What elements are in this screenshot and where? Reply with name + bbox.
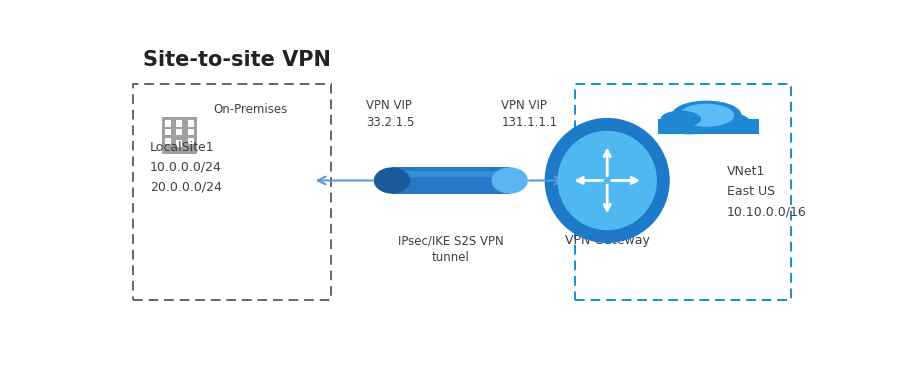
Bar — [162, 117, 197, 154]
Bar — [165, 120, 171, 127]
Text: Site-to-site VPN: Site-to-site VPN — [142, 50, 330, 70]
Ellipse shape — [557, 131, 656, 230]
Bar — [176, 120, 182, 127]
Ellipse shape — [373, 167, 410, 194]
Bar — [391, 167, 509, 194]
Bar — [391, 171, 509, 177]
Bar — [165, 137, 171, 144]
Text: LocalSite1
10.0.0.0/24
20.0.0.0/24: LocalSite1 10.0.0.0/24 20.0.0.0/24 — [150, 141, 221, 194]
Ellipse shape — [544, 118, 669, 243]
Text: VPN Gateway: VPN Gateway — [564, 234, 649, 247]
Ellipse shape — [491, 167, 528, 194]
Text: VPN VIP
131.1.1.1: VPN VIP 131.1.1.1 — [501, 99, 557, 129]
Bar — [165, 129, 171, 135]
Bar — [187, 129, 194, 135]
Bar — [574, 84, 790, 300]
Text: IPsec/IKE S2S VPN
tunnel: IPsec/IKE S2S VPN tunnel — [398, 234, 503, 264]
Bar — [187, 120, 194, 127]
Bar — [187, 137, 194, 144]
Bar — [176, 140, 182, 147]
Text: On-Premises: On-Premises — [213, 103, 288, 116]
Bar — [657, 119, 758, 134]
Circle shape — [698, 112, 750, 134]
Bar — [176, 129, 182, 135]
Text: VPN VIP
33.2.1.5: VPN VIP 33.2.1.5 — [366, 99, 414, 129]
Circle shape — [660, 111, 700, 127]
Circle shape — [662, 111, 717, 134]
Text: VNet1
East US
10.10.0.0/16: VNet1 East US 10.10.0.0/16 — [726, 165, 806, 218]
Circle shape — [671, 101, 741, 130]
Circle shape — [678, 104, 733, 127]
Bar — [133, 84, 331, 300]
